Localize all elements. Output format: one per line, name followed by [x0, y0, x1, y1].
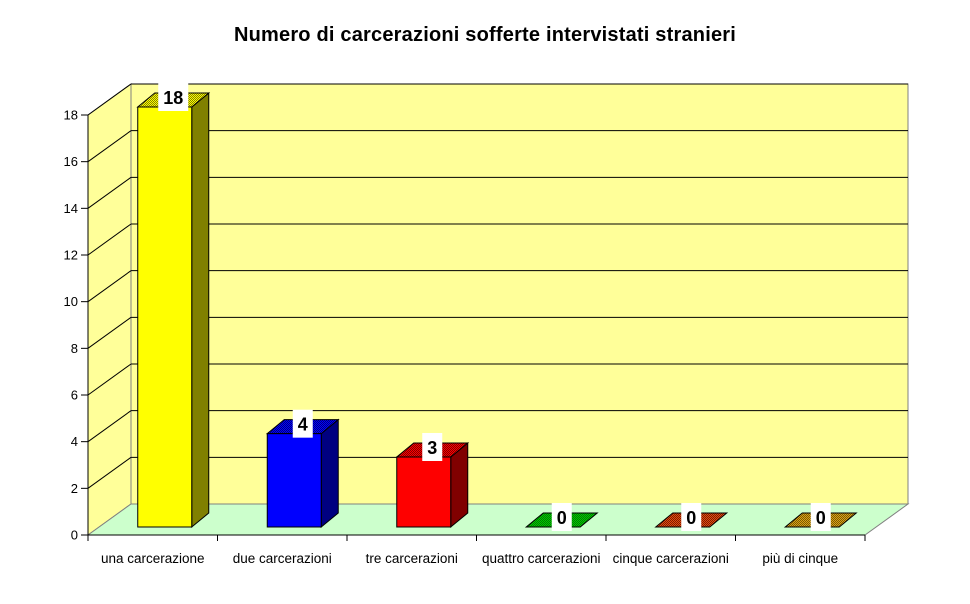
- left-wall: [87, 83, 132, 536]
- category-label: cinque carcerazioni: [613, 551, 729, 566]
- category-label: una carcerazione: [101, 551, 205, 566]
- bar-value-label: 0: [686, 508, 696, 528]
- gridline-wall: [87, 270, 132, 303]
- y-tick-label: 4: [71, 434, 78, 449]
- y-tick-label: 6: [71, 388, 78, 403]
- gridline-wall: [87, 316, 132, 349]
- bar-side: [450, 441, 469, 529]
- back-wall: [130, 83, 909, 505]
- chart-title: Numero di carcerazioni sofferte intervis…: [233, 24, 737, 46]
- category-label: due carcerazioni: [233, 551, 332, 566]
- bar-front: [266, 433, 322, 528]
- bar-value-box: [422, 433, 443, 461]
- bar-value-box: [551, 503, 572, 531]
- bar-side: [320, 418, 339, 529]
- y-tick-label: 2: [71, 481, 78, 496]
- gridline-wall: [87, 363, 132, 396]
- floor: [86, 503, 910, 536]
- bar-value-label: 3: [427, 438, 437, 458]
- bar-value-box: [292, 409, 313, 438]
- gridline-wall: [87, 83, 132, 116]
- bar-front: [137, 106, 193, 528]
- category-label: più di cinque: [762, 551, 838, 566]
- bar-front: [396, 456, 452, 528]
- y-tick-label: 8: [71, 341, 78, 356]
- y-tick-label: 14: [64, 201, 78, 216]
- gridline-wall: [87, 176, 132, 209]
- bar-value-label: 4: [298, 415, 308, 435]
- gridline-wall: [87, 410, 132, 443]
- bar-side: [191, 91, 210, 529]
- bar-value-label: 0: [816, 508, 826, 528]
- bar-value-box: [681, 503, 702, 531]
- category-label: quattro carcerazioni: [482, 551, 601, 566]
- y-tick-label: 0: [71, 528, 78, 543]
- bar-value-label: 18: [163, 88, 183, 108]
- bar-value-box: [810, 503, 831, 531]
- category-label: tre carcerazioni: [366, 551, 458, 566]
- y-tick-label: 16: [64, 154, 78, 169]
- y-tick-label: 12: [64, 248, 78, 263]
- gridline-wall: [87, 223, 132, 256]
- gridline-wall: [87, 456, 132, 489]
- bar-value-box: [158, 83, 189, 111]
- y-tick-label: 18: [64, 108, 78, 123]
- gridline-wall: [87, 130, 132, 163]
- bar-value-label: 0: [557, 508, 567, 528]
- y-tick-label: 10: [64, 294, 78, 309]
